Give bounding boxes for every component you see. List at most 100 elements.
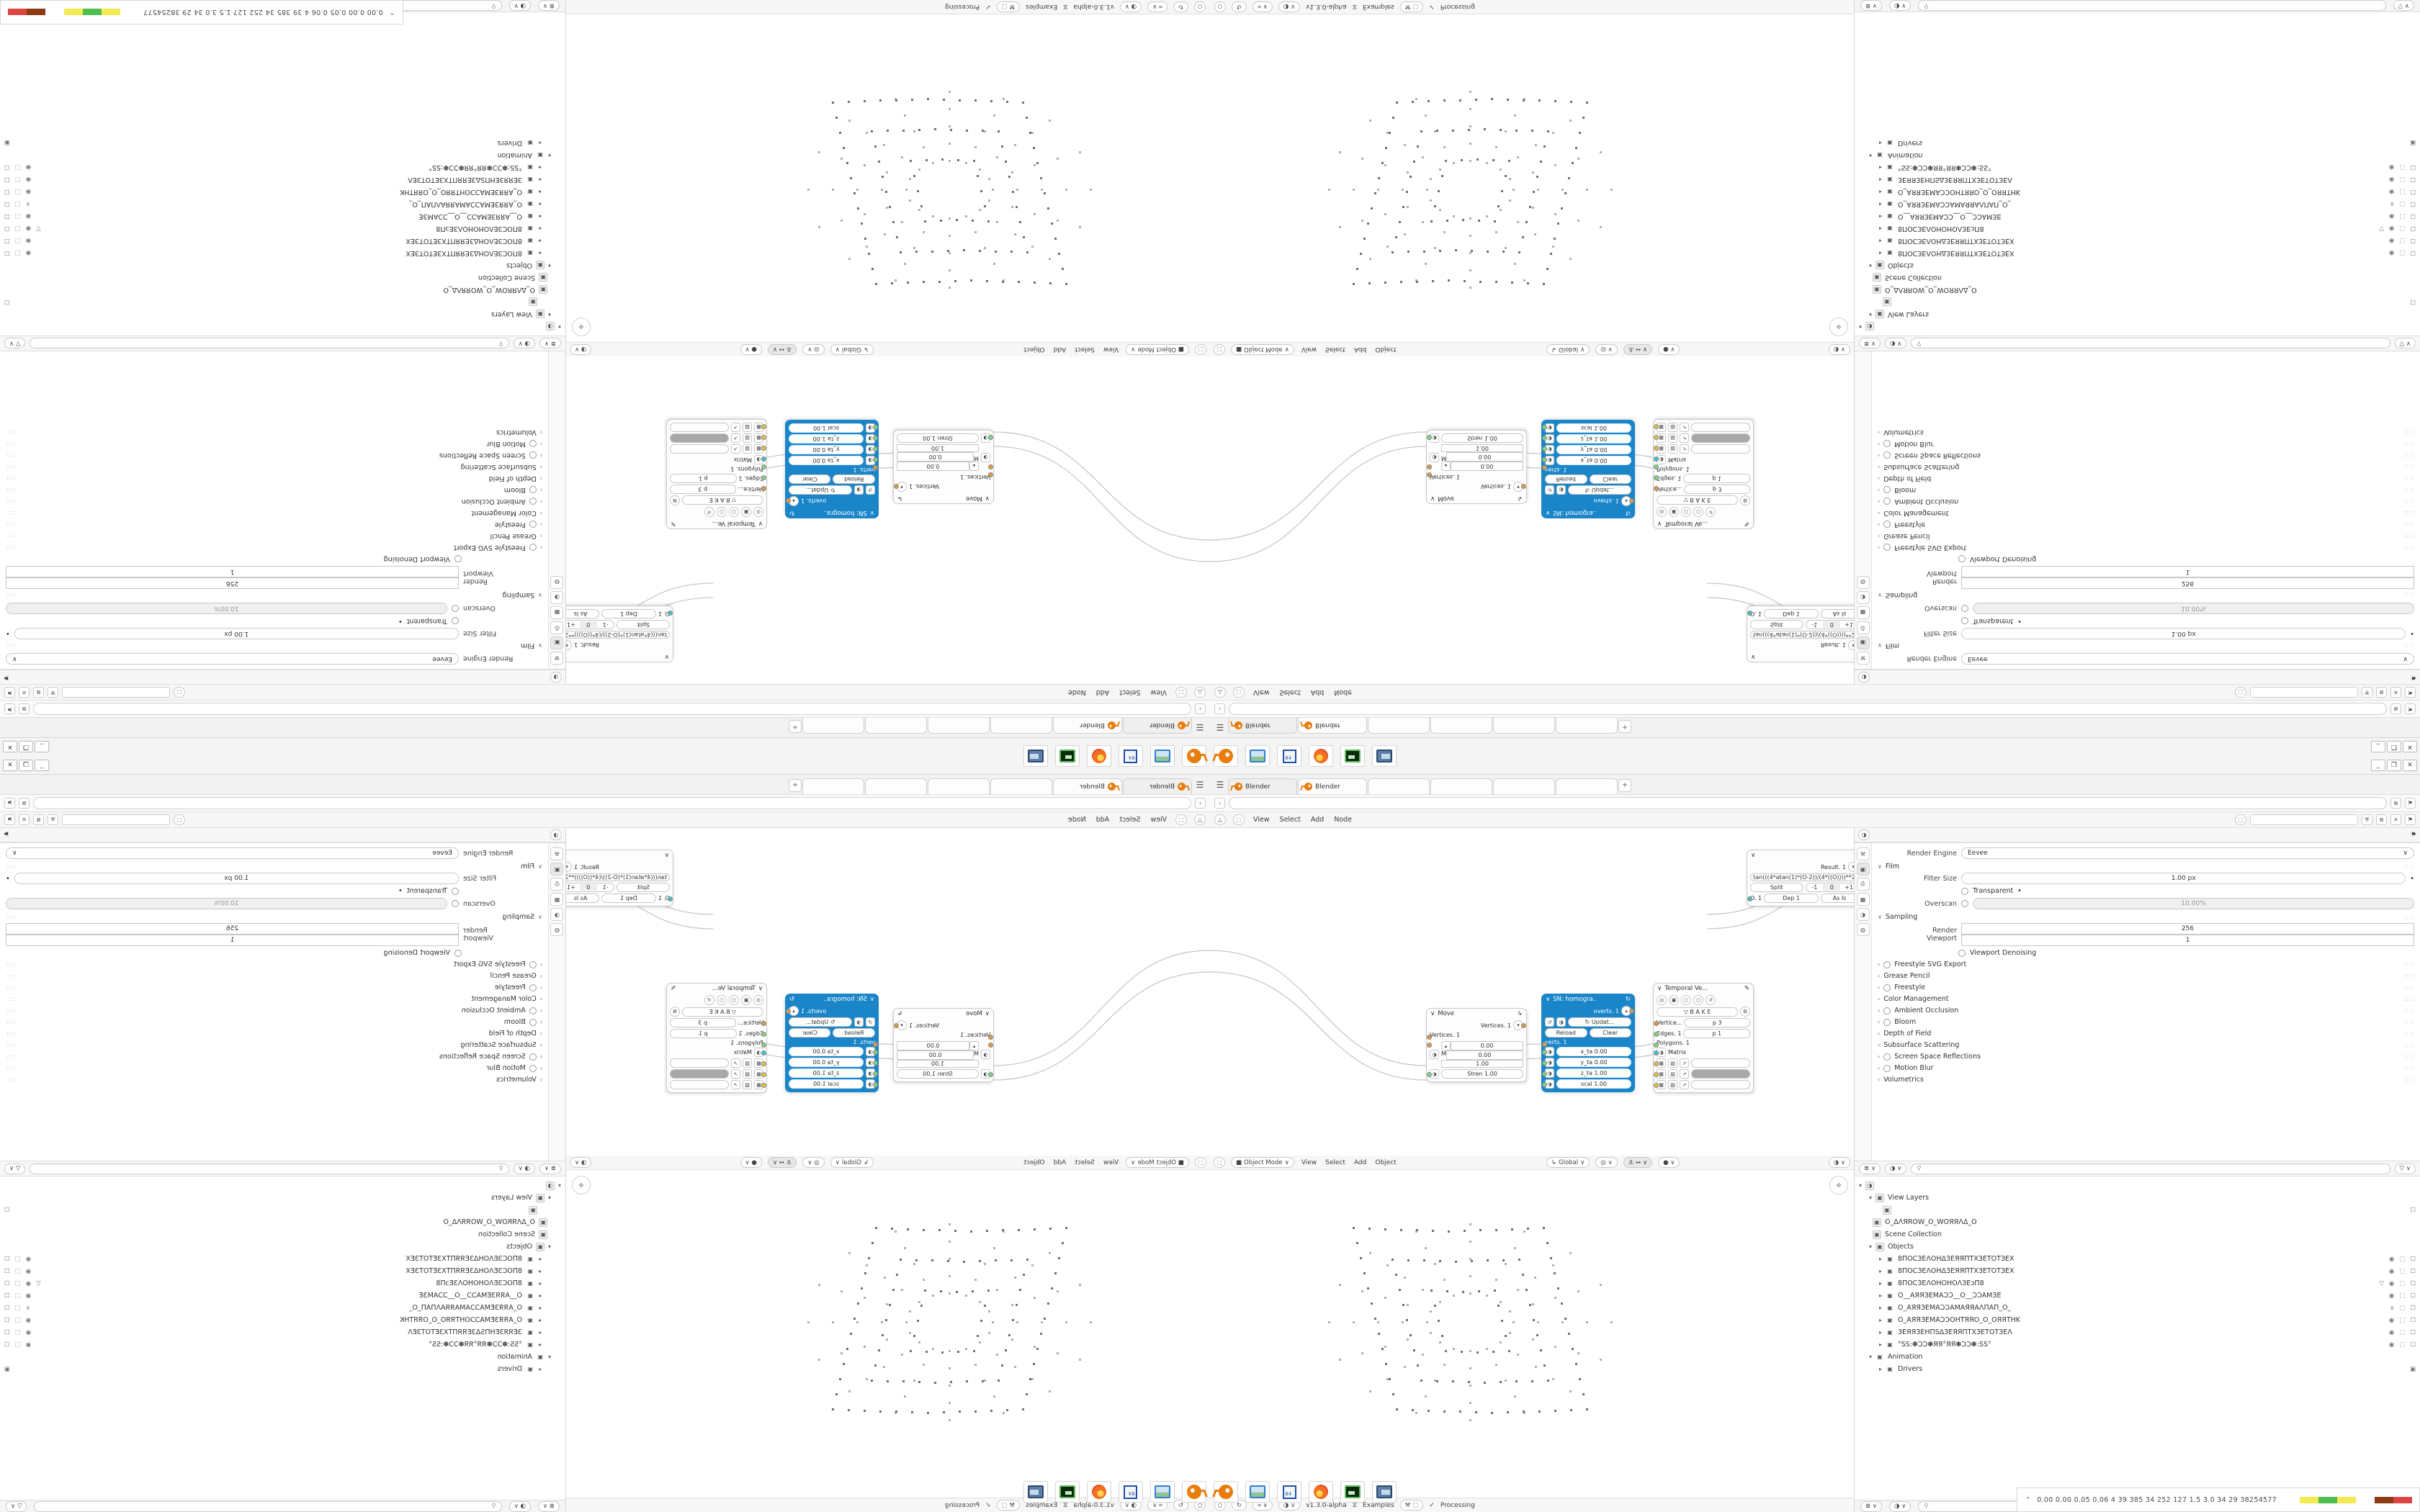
update-button[interactable]: ↻ Updat... [789, 485, 852, 495]
collapsed-section-9[interactable]: › Motion Blur:::: [6, 1064, 542, 1072]
collapsed-section-8[interactable]: › Screen Space Reflections:::: [6, 451, 542, 459]
pivot-dropdown[interactable]: ◎ ∨ [802, 1157, 825, 1168]
browser-tab-empty-3[interactable] [802, 718, 864, 734]
sampling-field-render[interactable]: 256 [6, 923, 459, 935]
outliner-row[interactable]: ▾ ▣ Objects [1859, 259, 2416, 271]
outliner-row[interactable]: ▣ Scene Collection [4, 1228, 561, 1241]
color-swatch-1[interactable] [670, 1069, 729, 1079]
browser-menu-button[interactable]: ☰ [1196, 780, 1204, 790]
browser-tab-empty-1[interactable] [928, 778, 990, 794]
magnet-icon[interactable]: ⚓ ↔ ∨ [1623, 344, 1653, 355]
viewport-menu-view[interactable]: View [1301, 1158, 1317, 1166]
browser-tab-1[interactable]: Blender [1298, 718, 1367, 734]
outliner-row[interactable]: ▸ ▣ ЗEЯЯЗEHПЅΔЗEЯЯПTXЗETOTЗEΛ ◉ ⬚ ☐ [1859, 1326, 2416, 1338]
formula-field[interactable]: tan(((4*atan(1)*(O-2))/(4*((O))))**2 [1750, 631, 1854, 639]
checkbox-viewport-denoising[interactable] [454, 949, 462, 957]
collapsed-section-9[interactable]: › Motion Blur:::: [1878, 440, 2414, 448]
checkbox-viewport-denoising[interactable] [454, 555, 462, 563]
row-arrow-icon-13[interactable]: ▾ [547, 152, 551, 158]
row-arrow-icon-0[interactable]: ▾ [547, 1194, 551, 1201]
browser-menu-button[interactable]: ☰ [1216, 722, 1224, 732]
examples-button[interactable]: Examples [1362, 3, 1394, 11]
sphere-icon[interactable]: ◑ [1430, 1050, 1439, 1059]
node-formula[interactable]: ∨⋎Result. 1▾tan(((4*atan(1)*(O-2))/(4*((… [1747, 850, 1854, 906]
browser-tab-0[interactable]: Blender [1228, 718, 1297, 734]
viewport-menu-add[interactable]: Add [1053, 346, 1067, 354]
sverchok-logo-icon[interactable]: ○ [1194, 1, 1206, 12]
row-arrow-icon-12[interactable]: ▸ [537, 164, 541, 171]
param-field-y_ta[interactable]: y_ta 0.00 [789, 1058, 864, 1067]
browser-tab-0[interactable]: Blender [1123, 778, 1192, 794]
back-icon[interactable]: ‹ [1195, 703, 1206, 714]
viewport-menu-object[interactable]: Object [1375, 346, 1397, 354]
eye-icon[interactable]: ◉ [2388, 1341, 2395, 1349]
outliner-search-input[interactable]: ⚲ [30, 1163, 509, 1174]
script-console-group[interactable]: ⚒ ⬚ [1399, 1500, 1424, 1511]
row-arrow-icon-11[interactable]: ▸ [537, 1329, 541, 1336]
sampling-field-render[interactable]: 256 [1961, 923, 2414, 935]
funnel-icon[interactable]: ▽ ∨ [4, 338, 26, 349]
collapsed-section-0[interactable]: › Freestyle SVG Export:::: [1878, 960, 2414, 968]
shade-icon[interactable]: ▣ [1669, 507, 1679, 517]
properties-tab-output-icon[interactable]: ⎙ [550, 621, 564, 634]
node-tree-name-field[interactable] [2250, 687, 2358, 698]
screen-icon[interactable]: ⬚ [2399, 1304, 2406, 1312]
root-arrow-icon[interactable]: ▾ [1859, 323, 1863, 330]
outliner-row[interactable]: ▸ ▣ O_AЯЯЗEMAƆƆAMAЯЯAΛПAП_O_ ∨ ⬚ ☐ [4, 198, 561, 210]
topbar-menu-add[interactable]: Add [1310, 816, 1325, 824]
node-editor-icon[interactable]: ⬚ [1233, 814, 1245, 825]
collapsed-section-1[interactable]: › Grease Pencil:::: [1878, 532, 2414, 540]
camera-icon[interactable]: ☐ [4, 1316, 10, 1324]
chevron-down-icon[interactable]: ∨ [25, 200, 30, 208]
outliner-row[interactable]: ▣ O_ΔΛЯROW_O_WOЯЯΛΔ_O [4, 1216, 561, 1228]
outliner-row[interactable]: ▸ ▣ O_AЯЯЗEMAƆƆAMAЯЯAΛПAП_O_ ∨ ⬚ ☐ [4, 1302, 561, 1314]
collapsed-section-6[interactable]: › Depth of Field:::: [1878, 1030, 2414, 1038]
screen-icon[interactable]: ⬚ [14, 1328, 21, 1336]
socket-color-1[interactable] [761, 1072, 766, 1077]
collapsed-section-5[interactable]: › Bloom:::: [6, 486, 542, 494]
outliner-row[interactable]: ▸ ▣ °ЅЅ:✽ƆƆ✽ЯЯ°ЯЯ✽ƆƆ✽:ЅЅ° ◉ ⬚ ☐ [1859, 161, 2416, 174]
camera-icon[interactable]: ☐ [4, 1328, 10, 1336]
camera-icon[interactable]: ☐ [2410, 176, 2416, 184]
screen-icon[interactable]: ⬚ [14, 1341, 21, 1349]
eye-icon[interactable]: ◉ [2388, 1255, 2395, 1263]
outliner-row[interactable]: ▸ ▣ 8ПOCЗEΛOHOHOΛЗEɔП8 ▽ ◉ ⬚ ☐ [4, 1277, 561, 1290]
shield-icon[interactable]: ⛨ [2362, 687, 2372, 698]
collapsed-section-6[interactable]: › Depth of Field:::: [6, 1030, 542, 1038]
browser-tab-empty-1[interactable] [1430, 718, 1492, 734]
color-swatch-2[interactable] [1691, 423, 1750, 432]
screen-icon[interactable]: ⬚ [2399, 200, 2406, 208]
param-field-y_ta[interactable]: y_ta 0.00 [1556, 1058, 1631, 1067]
step-button-2[interactable]: +1 [567, 621, 575, 628]
socket-matrix[interactable] [1654, 456, 1659, 462]
dep-field[interactable]: Dep 1 [601, 609, 656, 618]
vector-y-field[interactable]: 0.00 [897, 1050, 974, 1060]
properties-tab-output-icon[interactable]: ⎙ [1856, 878, 1870, 891]
camera-icon[interactable]: ☐ [4, 1267, 10, 1275]
topbar-menu-add[interactable]: Add [1310, 688, 1325, 696]
checkbox-freestyle-svg-export[interactable] [529, 544, 537, 552]
viewer-socket-value-0[interactable]: p 3 [1684, 1018, 1750, 1027]
sampling-field-viewport[interactable]: 1 [6, 935, 459, 946]
socket-matrix[interactable] [1654, 1050, 1659, 1056]
browser-tab-empty-2[interactable] [865, 778, 927, 794]
row-arrow-icon-9[interactable]: ▸ [1879, 201, 1883, 207]
shade-icon[interactable]: ▣ [741, 995, 751, 1005]
browser-tab-empty-0[interactable] [990, 778, 1052, 794]
close-icon[interactable]: ✕ [19, 687, 30, 698]
collapse-icon[interactable]: ∨ [985, 1010, 990, 1017]
collapsed-section-4[interactable]: › Ambient Occlusion:::: [6, 1007, 542, 1014]
chevron-down-icon[interactable]: ∨ [2390, 1304, 2395, 1312]
eye-icon[interactable]: ◎ [753, 507, 763, 517]
properties-tab-view-layer-icon[interactable]: ▦ [1856, 606, 1870, 619]
outliner-root-row[interactable]: ▾ ◑ [1859, 320, 2416, 333]
outliner-row[interactable]: ▣ O_ΔΛЯROW_O_WOЯЯΛΔ_O [1859, 284, 2416, 296]
socket-param-y_ta[interactable] [1542, 1061, 1547, 1066]
collapsed-section-1[interactable]: › Grease Pencil:::: [6, 972, 542, 980]
row-arrow-icon-13[interactable]: ▾ [1869, 1354, 1873, 1360]
curve-icon-0[interactable]: ↗ [1680, 444, 1689, 454]
screen-icon[interactable]: ⬚ [14, 1316, 21, 1324]
pin-icon[interactable]: ⚑ [2405, 687, 2416, 698]
filter-list-icon[interactable]: ≣ ∨ [1859, 1163, 1881, 1174]
collapse-icon[interactable]: ∨ [758, 520, 763, 527]
